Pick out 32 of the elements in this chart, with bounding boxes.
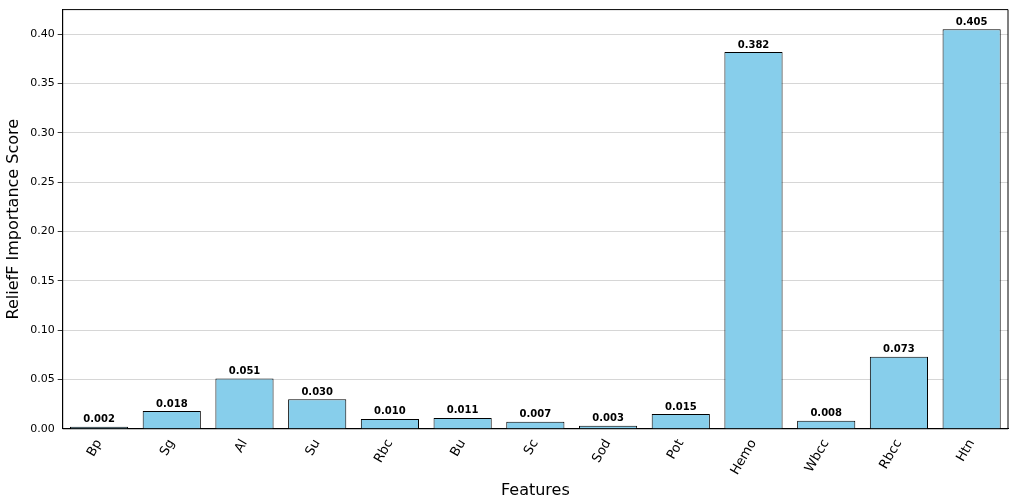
y-tick-label: 0.20: [30, 224, 55, 238]
x-axis-title: Features: [500, 479, 570, 499]
data-label: 0.030: [301, 385, 334, 397]
y-tick-label: 0.40: [30, 27, 55, 41]
y-tick-label: 0.10: [30, 322, 55, 336]
data-label: 0.007: [519, 408, 552, 420]
y-tick-label: 0.05: [30, 372, 55, 386]
y-tick-label: 0.25: [30, 175, 55, 189]
y-tick-label: 0.15: [30, 273, 55, 287]
data-label: 0.405: [955, 15, 988, 27]
data-label: 0.018: [155, 397, 188, 409]
y-tick-label: 0.00: [30, 421, 55, 435]
data-label: 0.382: [737, 38, 770, 50]
y-tick-label: 0.30: [30, 125, 55, 139]
x-tick-label: Bp: [83, 436, 105, 459]
data-label: 0.008: [810, 407, 843, 419]
data-label: 0.073: [883, 343, 915, 355]
x-tick-label: Su: [301, 436, 323, 459]
x-tick-label: Sc: [520, 436, 541, 458]
x-tick-label: Bu: [446, 436, 469, 459]
data-label: 0.003: [592, 412, 624, 424]
data-label: 0.051: [228, 365, 261, 377]
x-tick-label: Pot: [663, 436, 687, 462]
x-tick-label: Sg: [156, 436, 178, 459]
x-tick-label: Al: [230, 436, 250, 455]
data-label: 0.010: [374, 405, 406, 417]
y-axis-title: ReliefF Importance Score: [2, 118, 22, 320]
data-label: 0.011: [446, 404, 479, 416]
x-tick-label: Htn: [952, 436, 978, 464]
data-label: 0.015: [664, 400, 697, 412]
y-tick-label: 0.35: [30, 76, 55, 90]
data-label: 0.002: [83, 413, 115, 425]
